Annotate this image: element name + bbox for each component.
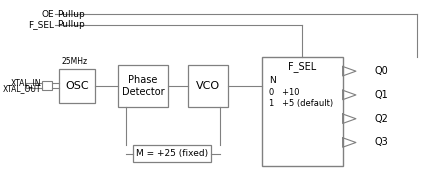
Bar [118, 64, 168, 107]
Text: XTAL_IN: XTAL_IN [11, 78, 41, 87]
Bar [262, 57, 343, 166]
Text: 25MHz: 25MHz [61, 57, 87, 66]
Text: 1   +5 (default): 1 +5 (default) [270, 99, 334, 108]
Text: Q0: Q0 [375, 66, 389, 76]
Text: Phase
Detector: Phase Detector [122, 75, 164, 97]
Text: Pullup: Pullup [57, 20, 85, 29]
Bar [42, 81, 52, 90]
Text: Q3: Q3 [375, 137, 389, 148]
Text: F_SEL: F_SEL [29, 20, 54, 29]
Text: 0   +10: 0 +10 [270, 88, 300, 97]
Text: F_SEL: F_SEL [288, 61, 316, 72]
Text: VCO: VCO [196, 81, 219, 91]
Text: OSC: OSC [66, 81, 89, 91]
Text: M = +25 (fixed): M = +25 (fixed) [137, 149, 209, 158]
Bar [187, 64, 228, 107]
Text: Pullup: Pullup [57, 10, 85, 19]
Bar [133, 145, 211, 162]
Text: Q2: Q2 [375, 114, 389, 124]
Text: Q1: Q1 [375, 90, 389, 100]
Text: XTAL_OUT: XTAL_OUT [3, 84, 41, 93]
Text: N: N [270, 76, 276, 85]
Text: OE: OE [42, 10, 54, 19]
Bar [59, 69, 95, 103]
